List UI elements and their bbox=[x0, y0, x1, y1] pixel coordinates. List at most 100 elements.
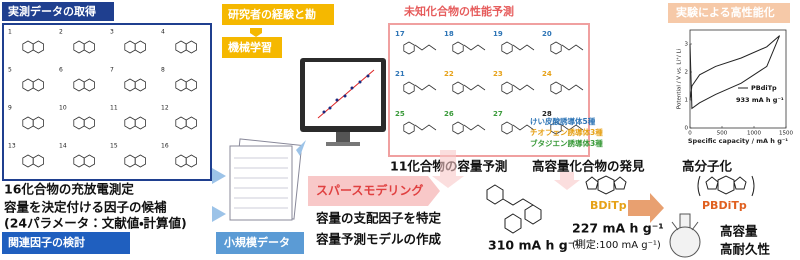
y-tick-label: 2 bbox=[685, 70, 689, 76]
arrow bbox=[250, 28, 262, 37]
x-tick-label: 1000 bbox=[747, 131, 761, 137]
x-tick-label: 1500 bbox=[779, 131, 793, 137]
ring bbox=[403, 41, 415, 55]
ring bbox=[185, 116, 198, 130]
chain bbox=[512, 124, 535, 131]
compound-number: 10 bbox=[59, 105, 67, 112]
chain bbox=[414, 44, 437, 51]
arrow bbox=[554, 172, 580, 190]
ring bbox=[185, 40, 198, 54]
x-tick-label: 0 bbox=[688, 131, 692, 137]
x-tick-label: 500 bbox=[717, 131, 728, 137]
compound-number: 28 bbox=[542, 110, 552, 118]
stand bbox=[336, 132, 350, 142]
benefit: 高容量 bbox=[720, 224, 758, 239]
ring bbox=[501, 121, 513, 135]
compound-number: 1 bbox=[8, 29, 12, 36]
compound-number: 20 bbox=[542, 30, 552, 38]
ring bbox=[32, 116, 44, 130]
measurement: 16化合物の充放電測定 bbox=[4, 182, 134, 197]
y-axis-label: Potential / V vs. Li⁺/ Li bbox=[676, 48, 683, 109]
compound-number: 8 bbox=[161, 67, 165, 74]
factor-study: 関連因子の検討 bbox=[8, 235, 85, 249]
ring bbox=[452, 41, 464, 55]
y-tick-label: 0 bbox=[685, 126, 689, 132]
unknown-grid: 17 18 19 20 21 22 23 24 25 26 27 28 bbox=[395, 30, 584, 135]
legend-label: PBdiTp bbox=[751, 84, 777, 92]
ring bbox=[32, 154, 44, 168]
exp-box bbox=[222, 4, 334, 25]
discovery: 高容量化合物の発見 bbox=[532, 159, 645, 174]
polymer-structure bbox=[697, 175, 755, 197]
flask bbox=[669, 213, 701, 258]
chain bbox=[512, 44, 535, 51]
ring bbox=[83, 154, 95, 168]
chain bbox=[561, 44, 584, 51]
ring bbox=[501, 41, 513, 55]
ring bbox=[83, 40, 95, 54]
ring bbox=[185, 154, 198, 168]
factor-box bbox=[2, 232, 130, 254]
ring bbox=[501, 81, 513, 95]
experiment-header: 実験による高性能化 bbox=[676, 5, 775, 19]
polymerization: 高分子化 bbox=[682, 159, 733, 174]
ring bbox=[134, 40, 147, 54]
ring bbox=[83, 78, 95, 92]
prediction-header: 未知化合物の性能予測 bbox=[403, 4, 514, 18]
screen-dots bbox=[322, 74, 370, 114]
plot-frame bbox=[689, 29, 787, 129]
molecule bbox=[486, 184, 542, 234]
machine-learning: 機械学習 bbox=[228, 40, 272, 54]
factor-candidates: 容量を決定付ける因子の候補 bbox=[4, 200, 167, 215]
compound-number: 11 bbox=[110, 105, 118, 112]
ring bbox=[550, 81, 562, 95]
screen bbox=[305, 62, 381, 126]
arrow bbox=[628, 193, 664, 223]
ring bbox=[134, 116, 147, 130]
curve bbox=[689, 35, 781, 110]
compound-number: 25 bbox=[395, 110, 405, 118]
y-tick-label: 1 bbox=[685, 98, 689, 104]
header-left: 実測データの取得 bbox=[8, 4, 96, 18]
ring bbox=[185, 78, 198, 92]
chain bbox=[463, 124, 486, 131]
arrow bbox=[296, 140, 306, 156]
exp-header-box bbox=[668, 3, 790, 23]
arrow bbox=[212, 206, 226, 222]
ring bbox=[32, 40, 44, 54]
factor-detail: (24パラメータ：文献値・計算値) bbox=[4, 216, 187, 231]
ring bbox=[32, 78, 44, 92]
sparse-modeling: スパースモデリング bbox=[316, 183, 423, 198]
known-panel bbox=[2, 23, 212, 181]
class-label: ブタジエン誘導体3種 bbox=[530, 138, 603, 148]
stand-base bbox=[326, 142, 360, 146]
y-tick-label: 3 bbox=[685, 42, 689, 48]
ring bbox=[550, 121, 562, 135]
model-step: 容量予測モデルの作成 bbox=[316, 232, 442, 247]
papers bbox=[229, 138, 303, 221]
pred-header-box bbox=[402, 3, 536, 21]
model-step: 容量の支配因子を特定 bbox=[316, 211, 442, 226]
compound-number: 17 bbox=[395, 30, 405, 38]
compound-number: 16 bbox=[161, 143, 169, 150]
bditp-capacity: 227 mA h g⁻¹ bbox=[572, 221, 664, 236]
chain bbox=[512, 84, 535, 91]
benefit: 高耐久性 bbox=[720, 242, 771, 257]
capacity-plot: 0 500 1000 1500 0 1 2 3 Specific capacity / mA h… bbox=[676, 29, 793, 145]
class-label: けい皮酸誘導体5種 bbox=[530, 116, 596, 126]
ring bbox=[83, 116, 95, 130]
compound-number: 24 bbox=[542, 70, 552, 78]
compound-number: 7 bbox=[110, 67, 114, 74]
chain bbox=[561, 124, 584, 131]
bditp-condition: (測定:100 mA g⁻¹) bbox=[572, 238, 661, 251]
compound-number: 15 bbox=[110, 143, 118, 150]
predicted-capacity: 310 mA h g⁻¹ bbox=[488, 238, 580, 253]
plot-annotation: 933 mA h g⁻¹ bbox=[736, 96, 784, 104]
compound-number: 26 bbox=[444, 110, 454, 118]
ring bbox=[403, 121, 415, 135]
polymer-name: PBDiTp bbox=[702, 199, 747, 212]
chain bbox=[561, 84, 584, 91]
ring bbox=[452, 121, 464, 135]
